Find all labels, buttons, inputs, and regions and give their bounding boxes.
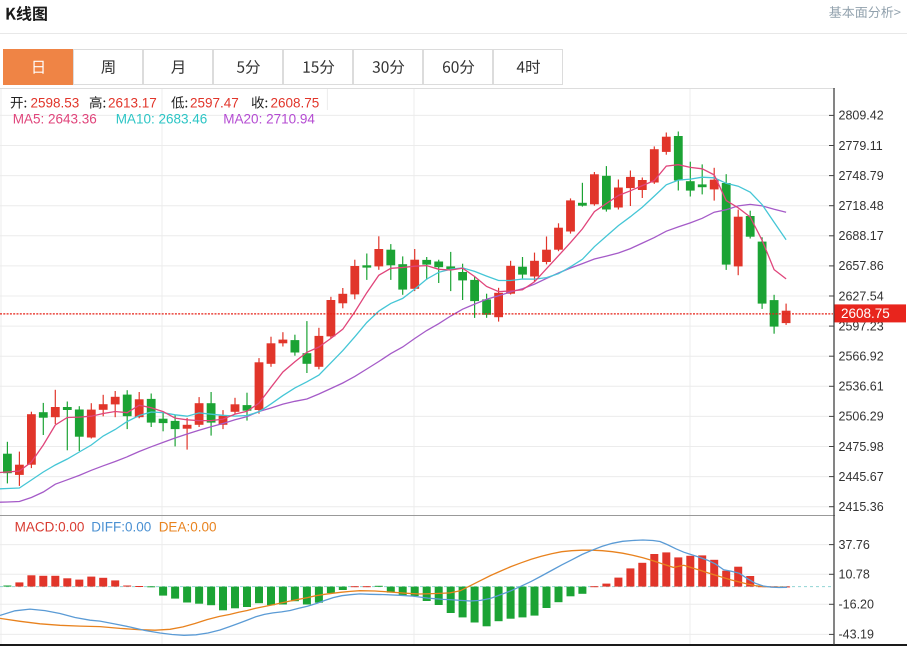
svg-text:2688.17: 2688.17: [839, 229, 884, 243]
svg-text:2536.61: 2536.61: [839, 380, 884, 394]
svg-text:10.78: 10.78: [839, 568, 870, 582]
svg-text:DIFF:0.00: DIFF:0.00: [91, 520, 151, 535]
svg-text:2657.86: 2657.86: [839, 259, 884, 273]
svg-text:2566.92: 2566.92: [839, 350, 884, 364]
svg-text:2627.54: 2627.54: [839, 289, 884, 303]
svg-text:2779.11: 2779.11: [839, 139, 883, 153]
svg-text:2415.36: 2415.36: [839, 500, 884, 514]
svg-text:2613.17: 2613.17: [108, 96, 157, 111]
svg-text:MA10: 2683.46: MA10: 2683.46: [116, 112, 208, 127]
svg-text:MA20: 2710.94: MA20: 2710.94: [223, 112, 315, 127]
svg-text:-43.19: -43.19: [839, 628, 874, 642]
svg-text:2748.79: 2748.79: [839, 169, 884, 183]
svg-text:2445.67: 2445.67: [839, 470, 884, 484]
svg-text:2597.47: 2597.47: [190, 96, 239, 111]
svg-text:2598.53: 2598.53: [31, 96, 80, 111]
svg-text:MA5: 2643.36: MA5: 2643.36: [13, 112, 97, 127]
svg-text:2506.29: 2506.29: [839, 410, 884, 424]
svg-text:2597.23: 2597.23: [839, 319, 884, 333]
svg-text:2608.75: 2608.75: [841, 306, 890, 321]
svg-text:-16.20: -16.20: [839, 598, 874, 612]
svg-text:MACD:0.00: MACD:0.00: [15, 520, 85, 535]
svg-text:2718.48: 2718.48: [839, 199, 884, 213]
svg-text:2809.42: 2809.42: [839, 109, 884, 123]
svg-text:2608.75: 2608.75: [271, 96, 320, 111]
svg-text:2475.98: 2475.98: [839, 440, 884, 454]
svg-text:37.76: 37.76: [839, 538, 870, 552]
svg-text:DEA:0.00: DEA:0.00: [159, 520, 217, 535]
